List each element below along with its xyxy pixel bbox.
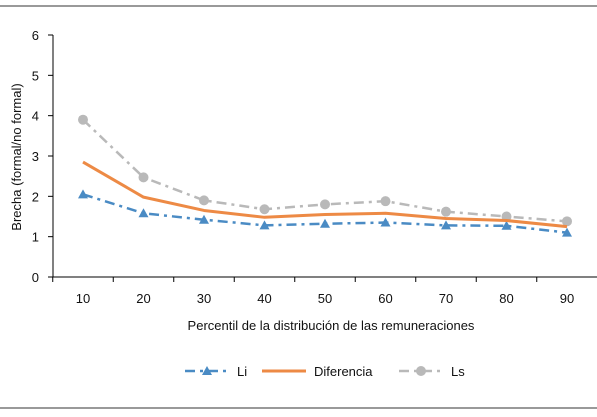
data-point-ls — [138, 172, 149, 183]
data-point-ls — [380, 196, 391, 207]
data-point-li — [380, 217, 391, 227]
legend: Li Diferencia Ls — [185, 364, 465, 379]
legend-marker-ls — [416, 366, 426, 376]
x-tick-label: 50 — [318, 291, 332, 306]
data-point-li — [501, 220, 512, 230]
data-point-li — [138, 208, 149, 218]
x-axis-title: Percentil de la distribución de las remu… — [188, 318, 475, 333]
x-tick-label: 90 — [560, 291, 574, 306]
data-point-li — [320, 218, 330, 228]
x-tick-label: 10 — [76, 291, 90, 306]
y-tick-label: 0 — [32, 270, 39, 285]
legend-label-li: Li — [237, 364, 247, 379]
y-tick-label: 2 — [32, 189, 39, 204]
y-tick-label: 3 — [32, 149, 39, 164]
x-tick-label: 60 — [378, 291, 392, 306]
data-point-ls — [259, 204, 270, 215]
data-point-ls — [441, 206, 451, 217]
x-tick-label: 20 — [136, 291, 150, 306]
legend-item-ls: Ls — [399, 364, 465, 379]
data-point-ls — [199, 195, 209, 206]
legend-marker-li — [202, 366, 212, 375]
data-point-li — [562, 227, 572, 237]
data-point-li — [441, 220, 451, 230]
data-point-ls — [320, 199, 330, 210]
x-tick-label: 40 — [257, 291, 271, 306]
x-tick-label: 80 — [499, 291, 513, 306]
x-tick-label: 70 — [439, 291, 453, 306]
data-point-ls — [78, 114, 88, 125]
legend-label-ls: Ls — [451, 364, 465, 379]
y-tick-label: 1 — [32, 230, 39, 245]
x-tick-label: 30 — [197, 291, 211, 306]
y-tick-label: 5 — [32, 68, 39, 83]
legend-label-diferencia: Diferencia — [314, 364, 373, 379]
legend-item-li: Li — [185, 364, 247, 379]
plot-area: 0 1 2 3 4 5 6 10 20 30 40 50 60 70 80 90 — [32, 28, 597, 306]
y-tick-label: 6 — [32, 28, 39, 43]
legend-item-diferencia: Diferencia — [262, 364, 373, 379]
data-point-ls — [562, 216, 572, 227]
y-tick-label: 4 — [32, 109, 39, 124]
data-point-li — [78, 189, 88, 199]
series-line-diferencia — [82, 160, 568, 229]
y-axis-title: Brecha (formal/no formal) — [9, 83, 24, 230]
data-point-li — [259, 220, 270, 230]
data-point-li — [199, 214, 209, 224]
